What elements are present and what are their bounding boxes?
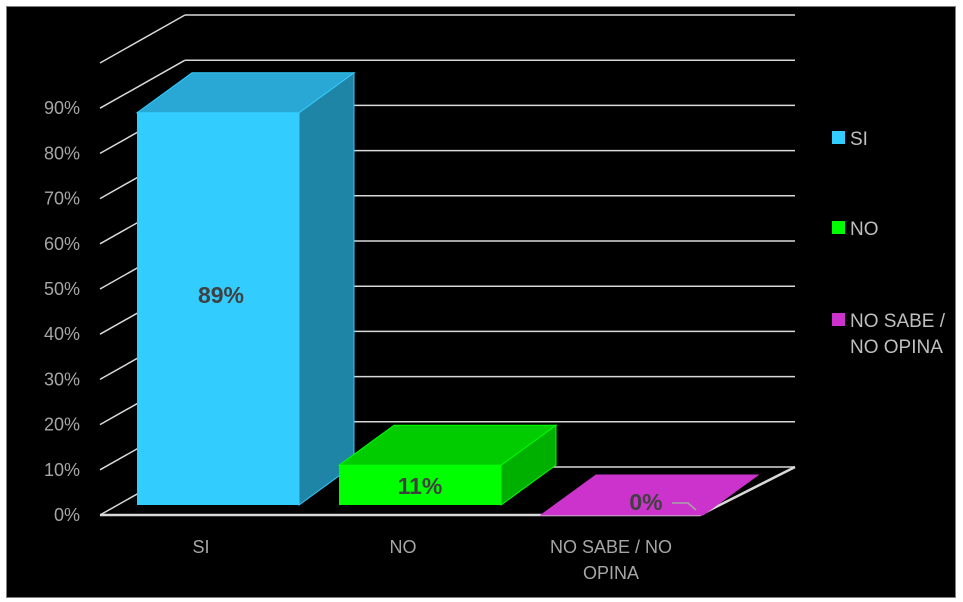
y-tick-label: 90% <box>44 98 80 118</box>
y-tick-label: 60% <box>44 234 80 254</box>
data-label: 11% <box>398 473 443 499</box>
side-wall-gridline <box>99 14 186 64</box>
x-tick-label: SI <box>192 537 209 557</box>
legend-item: NO <box>832 219 879 240</box>
x-tick-label: NO <box>390 537 417 557</box>
y-tick-label: 30% <box>44 369 80 389</box>
x-tick-label: NO SABE / NO <box>550 537 672 557</box>
y-tick-label: 40% <box>44 324 80 344</box>
data-label: 89% <box>198 282 244 308</box>
legend-label: NO OPINA <box>850 337 943 358</box>
x-tick-label: OPINA <box>583 563 639 583</box>
y-tick-label: 50% <box>44 279 80 299</box>
bar-front-face <box>137 112 299 505</box>
bar-no: 11% <box>337 424 558 506</box>
y-axis-ticks: 0% 10% 20% 30% 40% 50% 60% 70% 80% 90% <box>44 98 80 525</box>
legend-label: SI <box>850 129 868 150</box>
x-axis-categories: SI NO NO SABE / NO OPINA <box>192 537 672 583</box>
bar-front-face <box>339 465 501 505</box>
bar-top-face <box>337 424 558 466</box>
legend-swatch <box>832 131 845 144</box>
side-wall-gridline <box>99 59 186 109</box>
bar-si: 89% <box>135 71 356 506</box>
leader-line <box>672 502 697 511</box>
bar-top-face <box>539 474 760 516</box>
legend-swatch <box>832 313 845 326</box>
y-tick-label: 0% <box>54 505 80 525</box>
legend: SI NO NO SABE / NO OPINA <box>832 129 946 358</box>
y-tick-label: 20% <box>44 415 80 435</box>
bar-top-face <box>135 72 356 114</box>
y-tick-label: 70% <box>44 189 80 209</box>
y-tick-label: 10% <box>44 460 80 480</box>
legend-swatch <box>832 221 845 234</box>
bar-side-face <box>298 71 355 506</box>
legend-item: NO SABE / NO OPINA <box>832 311 946 358</box>
data-label: 0% <box>629 489 662 515</box>
y-tick-label: 80% <box>44 143 80 163</box>
bar-no-sabe-no-opina: 0% <box>539 474 760 516</box>
bars: 89% 11% 0% <box>135 71 760 516</box>
legend-label: NO <box>850 219 879 240</box>
legend-label: NO SABE / <box>850 311 946 332</box>
legend-item: SI <box>832 129 868 150</box>
